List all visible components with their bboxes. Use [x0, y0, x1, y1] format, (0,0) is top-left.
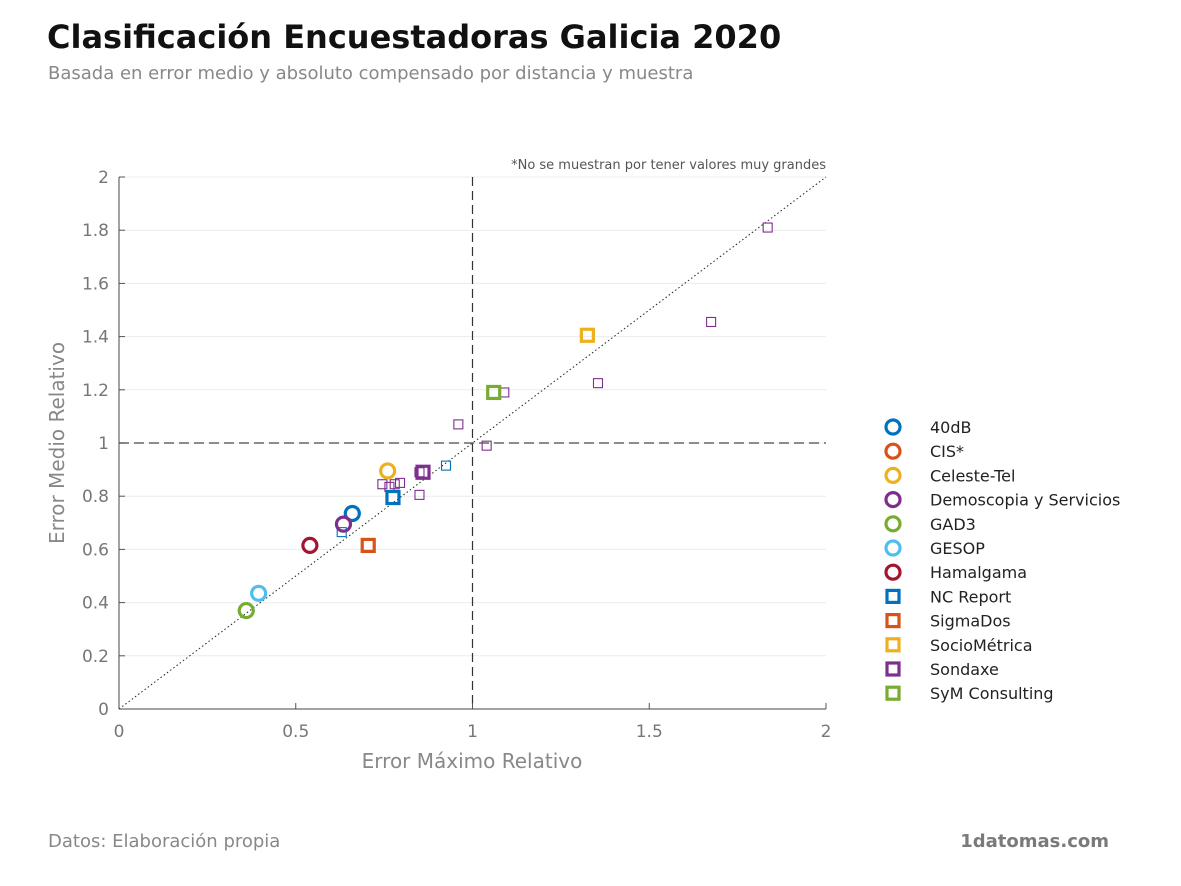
legend-entry: GESOP	[884, 539, 985, 558]
y-tick-label: 2	[98, 168, 109, 188]
y-tick-label: 0.8	[82, 487, 109, 507]
point-secondary	[377, 479, 388, 490]
point-secondary	[440, 460, 452, 471]
legend-marker	[884, 442, 902, 460]
point-secondary	[592, 378, 604, 389]
legend-marker	[884, 515, 902, 533]
legend-entry: Demoscopia y Servicios	[884, 491, 1120, 510]
legend-label: Demoscopia y Servicios	[930, 491, 1120, 510]
legend-marker	[884, 539, 902, 557]
legend-marker	[884, 418, 902, 436]
y-axis-label: Error Medio Relativo	[45, 342, 69, 544]
legend-entry: NC Report	[885, 587, 1011, 606]
legend-label: SyM Consulting	[930, 684, 1054, 703]
x-tick-label: 1.5	[636, 722, 663, 742]
legend-entry: 40dB	[884, 418, 972, 437]
point-secondary	[706, 316, 717, 328]
y-tick-label: 1.8	[82, 221, 109, 241]
point-secondary	[394, 477, 406, 488]
y-tick-label: 0.4	[82, 594, 109, 614]
data-points	[237, 222, 773, 620]
x-tick-label: 0.5	[282, 722, 309, 742]
legend-label: GAD3	[930, 515, 976, 534]
y-tick-label: 0.2	[82, 647, 109, 667]
reference-lines	[118, 176, 827, 710]
x-axis-label: Error Máximo Relativo	[362, 749, 583, 773]
legend-marker	[885, 685, 901, 701]
point-secondary	[481, 440, 492, 451]
legend-label: SigmaDos	[930, 612, 1011, 631]
brand-logo-text: 1datomas.com	[960, 831, 1109, 852]
x-tick-label: 0	[114, 722, 125, 742]
legend-entry: Hamalgama	[884, 563, 1027, 582]
legend-label: Hamalgama	[930, 563, 1027, 582]
point-secondary	[762, 222, 773, 233]
legend-marker	[885, 588, 901, 605]
data-source: Datos: Elaboración propia	[48, 831, 281, 852]
point-main	[379, 462, 397, 480]
legend-marker	[885, 612, 901, 629]
legend-label: GESOP	[930, 539, 985, 558]
point-secondary	[453, 419, 464, 430]
point-main	[250, 584, 268, 602]
point-main	[301, 536, 319, 555]
legend-entry: CIS*	[884, 442, 964, 461]
y-tick-label: 1.6	[82, 274, 109, 294]
point-main	[415, 464, 431, 480]
legend-entry: SigmaDos	[885, 612, 1011, 631]
chart-annotation: *No se muestran por tener valores muy gr…	[511, 158, 826, 173]
point-secondary	[389, 479, 400, 490]
point-main	[343, 504, 361, 523]
point-main	[334, 515, 353, 533]
legend-marker	[885, 637, 901, 653]
point-main	[579, 327, 595, 343]
legend-label: Celeste-Tel	[930, 466, 1015, 485]
y-tick-label: 1.2	[82, 381, 109, 401]
point-secondary	[414, 489, 425, 500]
axes: 0 0.2 0.4 0.6 0.8 1 1.2 1.4 1.6 1.8 2 0 0.5 1 1.5 2	[82, 168, 831, 742]
legend-label: Sondaxe	[930, 660, 999, 679]
point-main	[486, 384, 502, 401]
y-tick-label: 0.6	[82, 540, 109, 560]
legend-entry: Celeste-Tel	[884, 466, 1015, 485]
diagonal-reference-line	[118, 176, 827, 710]
y-tick-label: 1.4	[82, 328, 109, 348]
legend-entry: Sondaxe	[885, 660, 999, 679]
y-tick-label: 0	[98, 700, 109, 720]
legend-label: 40dB	[930, 418, 972, 437]
legend-label: NC Report	[930, 587, 1011, 606]
legend-label: SocioMétrica	[930, 636, 1033, 655]
legend-label: CIS*	[930, 442, 964, 461]
legend-marker	[885, 661, 901, 677]
legend-entry: SocioMétrica	[885, 636, 1033, 655]
point-main	[385, 489, 401, 506]
chart-title: Clasificación Encuestadoras Galicia 2020	[47, 18, 782, 56]
legend-entry: SyM Consulting	[885, 684, 1054, 703]
point-main	[360, 537, 376, 554]
legend-entry: GAD3	[884, 515, 976, 534]
legend-marker	[884, 563, 902, 581]
chart-subtitle: Basada en error medio y absoluto compens…	[48, 63, 694, 84]
legend-marker	[884, 466, 902, 484]
x-tick-label: 1	[467, 722, 478, 742]
legend: 40dB CIS* Celeste-Tel Demoscopia y Servicio…	[884, 418, 1120, 703]
y-tick-label: 1	[98, 434, 109, 454]
legend-marker	[884, 491, 902, 509]
x-tick-label: 2	[821, 722, 832, 742]
point-main	[237, 601, 255, 620]
